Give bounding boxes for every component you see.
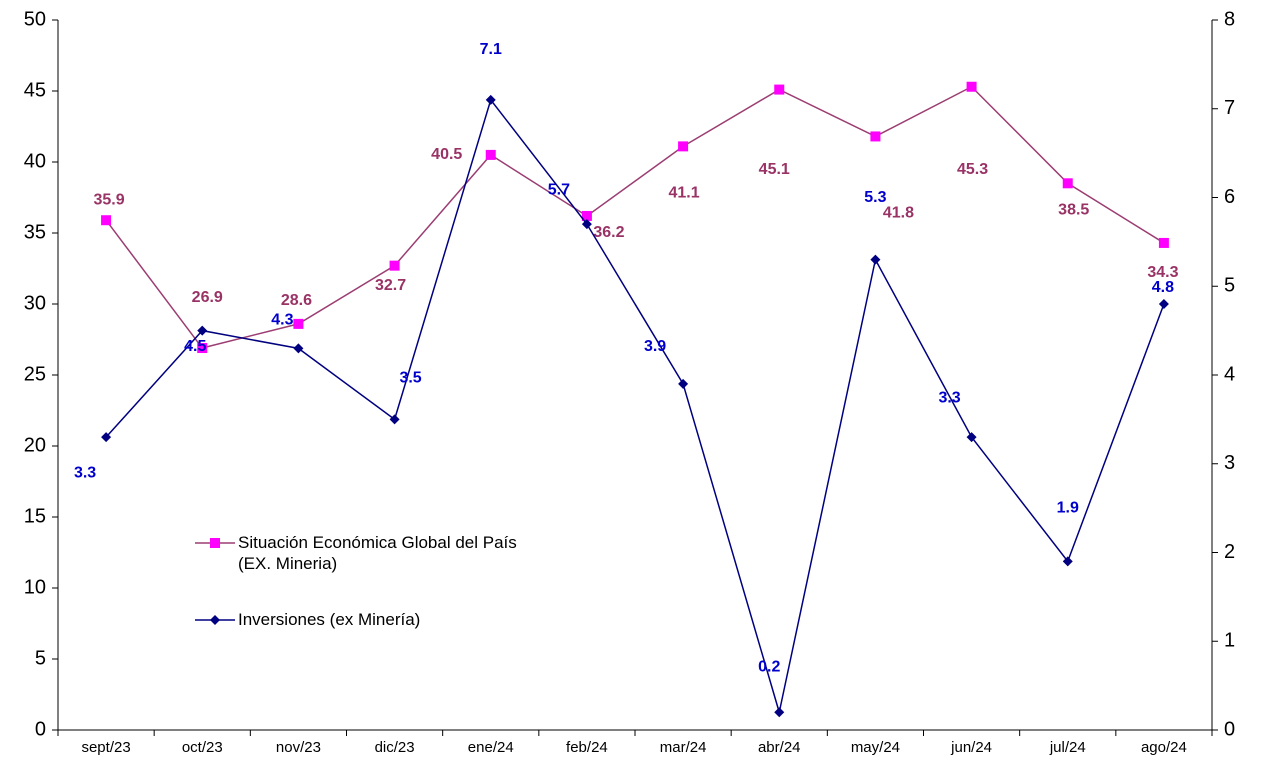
series-line (105, 98, 1165, 713)
marker (870, 254, 881, 265)
marker (101, 215, 112, 226)
marker (485, 149, 496, 160)
marker (581, 210, 592, 221)
y-tick-label: 40 (24, 150, 46, 172)
y2-tick-label: 4 (1224, 363, 1235, 385)
data-label: 26.9 (192, 289, 223, 306)
data-label: 3.3 (938, 389, 960, 406)
data-label: 0.2 (758, 658, 780, 675)
y-tick-label: 15 (24, 505, 46, 527)
data-label: 7.1 (480, 41, 502, 58)
y-tick-label: 10 (24, 576, 46, 598)
y2-tick-label: 1 (1224, 630, 1235, 652)
legend-marker (210, 615, 220, 625)
marker (966, 81, 977, 92)
y2-tick-label: 2 (1224, 541, 1235, 563)
marker (581, 219, 592, 230)
data-label: 4.8 (1152, 279, 1174, 296)
marker (101, 432, 112, 443)
y2-tick-label: 7 (1224, 97, 1235, 119)
x-tick-label: may/24 (851, 739, 900, 756)
data-label: 4.3 (271, 312, 293, 329)
y2-tick-label: 6 (1224, 186, 1235, 208)
x-tick-label: ene/24 (468, 739, 514, 756)
y-tick-label: 45 (24, 79, 46, 101)
marker (293, 318, 304, 329)
data-label: 5.7 (548, 181, 570, 198)
marker (1158, 237, 1169, 248)
data-label: 45.1 (759, 161, 790, 178)
x-tick-label: jul/24 (1049, 739, 1086, 756)
x-tick-label: nov/23 (276, 739, 321, 756)
y2-tick-label: 5 (1224, 275, 1235, 297)
y-tick-label: 5 (35, 647, 46, 669)
data-label: 32.7 (375, 277, 406, 294)
marker (389, 414, 400, 425)
marker (389, 260, 400, 271)
y2-tick-label: 3 (1224, 452, 1235, 474)
marker (678, 378, 689, 389)
marker (774, 84, 785, 95)
data-label: 38.5 (1058, 202, 1089, 219)
marker (1062, 556, 1073, 567)
y2-tick-label: 8 (1224, 8, 1235, 30)
legend-label: Inversiones (ex Minería) (238, 610, 421, 629)
data-label: 34.3 (1147, 264, 1178, 281)
x-tick-label: sept/23 (81, 739, 130, 756)
x-tick-label: ago/24 (1141, 739, 1187, 756)
marker (197, 343, 208, 354)
legend-marker (210, 538, 220, 548)
x-tick-label: abr/24 (758, 739, 801, 756)
y-tick-label: 30 (24, 292, 46, 314)
data-label: 45.3 (957, 161, 988, 178)
y-tick-label: 20 (24, 434, 46, 456)
data-label: 41.1 (669, 185, 700, 202)
data-label: 4.5 (184, 338, 206, 355)
data-label: 3.5 (399, 370, 421, 387)
marker (1158, 299, 1169, 309)
legend-label: Situación Económica Global del País (EX.… (238, 533, 517, 573)
x-tick-label: mar/24 (660, 739, 707, 756)
marker (197, 325, 208, 336)
data-label: 3.3 (74, 464, 96, 481)
data-label: 36.2 (593, 224, 624, 241)
marker (870, 131, 881, 142)
marker (774, 707, 785, 718)
series-line (105, 85, 1165, 349)
x-tick-label: oct/23 (182, 739, 223, 756)
data-label: 41.8 (883, 205, 914, 222)
marker (485, 94, 496, 105)
x-tick-label: feb/24 (566, 739, 608, 756)
marker (1062, 178, 1073, 189)
marker (966, 432, 977, 443)
marker (293, 343, 304, 354)
data-label: 28.6 (281, 292, 312, 309)
y2-tick-label: 0 (1224, 718, 1235, 740)
y-tick-label: 35 (24, 221, 46, 243)
y-tick-label: 50 (24, 8, 46, 30)
data-label: 40.5 (431, 146, 462, 163)
data-label: 5.3 (864, 189, 886, 206)
data-label: 1.9 (1057, 500, 1079, 517)
x-tick-label: dic/23 (375, 739, 415, 756)
y-tick-label: 25 (24, 363, 46, 385)
y-tick-label: 0 (35, 718, 46, 740)
marker (678, 141, 689, 152)
x-tick-label: jun/24 (950, 739, 992, 756)
data-label: 3.9 (644, 338, 666, 355)
data-label: 35.9 (94, 191, 125, 208)
